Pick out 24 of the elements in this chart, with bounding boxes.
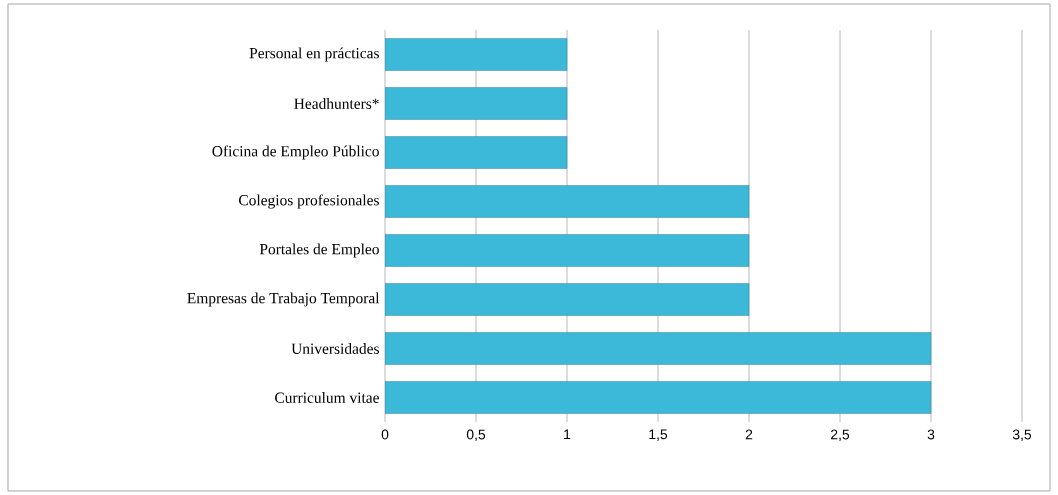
bar <box>385 234 750 267</box>
x-tick-label: 0 <box>381 429 389 440</box>
y-tick-label: Oficina de Empleo Público <box>212 145 379 160</box>
y-tick-label: Colegios profesionales <box>239 194 379 209</box>
bar <box>385 38 568 71</box>
y-tick-label: Portales de Empleo <box>259 243 379 258</box>
bar <box>385 381 932 414</box>
bar <box>385 87 568 120</box>
x-tick-label: 3,5 <box>1012 429 1032 442</box>
x-tick-label: 2 <box>745 429 753 440</box>
x-tick-label: 1 <box>564 429 571 440</box>
y-tick-label: Personal en prácticas <box>249 47 379 62</box>
y-tick-label: Curriculum vitae <box>275 392 379 403</box>
y-tick-label: Universidades <box>291 343 379 354</box>
x-tick-label: 0,5 <box>466 429 486 442</box>
x-tick-label: 2,5 <box>831 429 850 442</box>
bar <box>385 185 750 218</box>
x-tick-label: 1,5 <box>649 429 668 441</box>
y-tick-label: Empresas de Trabajo Temporal <box>187 292 380 307</box>
x-tick-label: 3 <box>927 429 935 440</box>
bar <box>385 283 750 316</box>
bar <box>385 136 568 169</box>
y-tick-label: Headhunters* <box>294 98 379 109</box>
bar <box>385 332 932 365</box>
